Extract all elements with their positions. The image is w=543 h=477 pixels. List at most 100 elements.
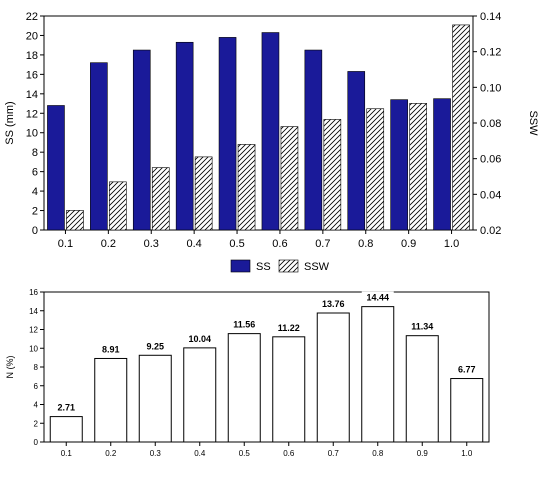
y-tick-label: 4 <box>32 186 38 198</box>
data-label-bg <box>453 363 480 375</box>
y-tick-label: 12 <box>26 108 38 120</box>
data-label-bg <box>228 318 261 330</box>
chart-1-ylabel-right: SSW <box>527 110 539 136</box>
chart-2: 2.71 8.91 9.25 10.04 11.56 11.22 13.76 14.44 11.… <box>5 288 490 458</box>
y-tick-label: 12 <box>29 326 38 335</box>
y-tick-label: 20 <box>26 30 38 42</box>
bar-ss-1.0 <box>433 98 451 231</box>
x-tick-label: 0.8 <box>372 449 384 458</box>
data-label-bg <box>361 291 394 303</box>
bar-ss-0.6 <box>261 32 280 231</box>
bar-ssw-0.7 <box>323 119 342 231</box>
x-tick-label: 0.2 <box>105 449 117 458</box>
data-label: 11.34 <box>411 322 433 332</box>
bar-ssw-0.8 <box>366 108 385 231</box>
bar-ss-0.8 <box>347 71 366 231</box>
y-right-tick-label: 0.08 <box>480 118 501 130</box>
x-tick-label: 1.0 <box>444 238 459 250</box>
y-tick-label: 2 <box>32 206 38 218</box>
bar-ssw-0.2 <box>109 181 127 231</box>
x-tick-label: 0.4 <box>194 449 206 458</box>
data-label-bg <box>317 298 350 309</box>
bar-ss-0.1 <box>47 105 65 231</box>
data-label-bg <box>97 343 124 355</box>
y-tick-label: 18 <box>26 50 38 62</box>
legend-label-ssw: SSW <box>304 261 330 273</box>
bar-n-0.6 <box>272 336 306 443</box>
x-tick-label: 0.1 <box>58 238 73 250</box>
y-right-tick-label: 0.14 <box>480 11 501 23</box>
chart-1-x-axis: 0.1 0.2 0.3 0.4 0.5 0.6 0.7 0.8 0.9 1.0 <box>58 230 459 250</box>
x-tick-label: 0.3 <box>144 238 159 250</box>
chart-1-legend: SS SSW <box>230 259 330 273</box>
x-tick-label: 0.3 <box>150 449 162 458</box>
y-tick-label: 0 <box>32 225 38 237</box>
bar-ss-0.7 <box>304 49 323 231</box>
data-label: 14.44 <box>366 293 389 303</box>
bar-n-0.1 <box>49 416 83 443</box>
bar-ss-0.4 <box>175 41 194 231</box>
bar-ssw-1.0 <box>452 24 470 231</box>
chart-1-bars <box>47 24 470 231</box>
x-tick-label: 0.1 <box>61 449 73 458</box>
bar-n-0.9 <box>405 335 439 443</box>
x-tick-label: 1.0 <box>461 449 473 458</box>
x-tick-label: 0.9 <box>417 449 429 458</box>
bar-n-0.8 <box>361 306 395 443</box>
y-tick-label: 0 <box>34 438 39 447</box>
data-label: 9.25 <box>146 341 164 351</box>
y-tick-label: 16 <box>29 288 38 297</box>
x-tick-label: 0.6 <box>272 238 287 250</box>
data-label: 11.22 <box>278 323 300 333</box>
chart-1-ylabel: SS (mm) <box>4 101 16 144</box>
y-tick-label: 6 <box>32 167 38 179</box>
y-tick-label: 4 <box>34 401 39 410</box>
y-right-tick-label: 0.04 <box>480 189 501 201</box>
chart-1-right-axis: 0.02 0.04 0.06 0.08 0.10 0.12 0.14 <box>473 11 501 237</box>
bar-n-0.2 <box>94 357 128 443</box>
bar-n-1.0 <box>450 378 484 443</box>
y-tick-label: 2 <box>34 419 39 428</box>
y-tick-label: 22 <box>26 11 38 23</box>
chart-1-left-axis: 0 2 4 6 8 10 12 14 16 18 20 22 <box>26 11 44 237</box>
y-right-tick-label: 0.10 <box>480 82 501 94</box>
y-tick-label: 14 <box>26 89 38 101</box>
bar-ss-0.3 <box>132 49 151 231</box>
bar-ssw-0.5 <box>237 144 256 231</box>
bar-n-0.5 <box>227 333 261 443</box>
data-label: 8.91 <box>102 344 120 354</box>
data-label-bg <box>406 320 439 332</box>
bar-n-0.3 <box>138 354 172 443</box>
y-tick-label: 6 <box>34 382 39 391</box>
y-tick-label: 8 <box>34 363 39 372</box>
chart-2-data-labels: 2.71 8.91 9.25 10.04 11.56 11.22 13.76 14.44 11.… <box>53 291 480 413</box>
x-tick-label: 0.6 <box>283 449 295 458</box>
legend-swatch-ss <box>230 259 251 273</box>
y-right-tick-label: 0.02 <box>480 225 501 237</box>
bar-ssw-0.9 <box>409 103 427 231</box>
data-label: 11.56 <box>233 320 255 330</box>
data-label-bg <box>53 401 80 413</box>
y-tick-label: 14 <box>29 307 38 316</box>
data-label-bg <box>183 332 216 344</box>
x-tick-label: 0.8 <box>358 238 373 250</box>
data-label: 6.77 <box>458 365 476 375</box>
y-right-tick-label: 0.06 <box>480 154 501 166</box>
bar-n-0.4 <box>183 347 217 443</box>
data-label: 10.04 <box>188 334 211 344</box>
x-tick-label: 0.4 <box>187 238 202 250</box>
bar-n-0.7 <box>316 312 350 443</box>
bar-ss-0.9 <box>390 99 408 231</box>
bar-ss-0.5 <box>218 37 237 231</box>
data-label: 2.71 <box>57 403 75 413</box>
x-tick-label: 0.2 <box>101 238 116 250</box>
chart-1-plot-frame <box>43 15 474 231</box>
chart-2-left-axis: 0 2 4 6 8 10 12 14 16 <box>29 288 44 447</box>
chart-2-ylabel: N (%) <box>5 356 15 379</box>
y-right-tick-label: 0.12 <box>480 47 501 59</box>
legend-swatch-ssw <box>278 259 299 273</box>
y-tick-label: 8 <box>32 147 38 159</box>
legend-label-ss: SS <box>256 261 271 273</box>
